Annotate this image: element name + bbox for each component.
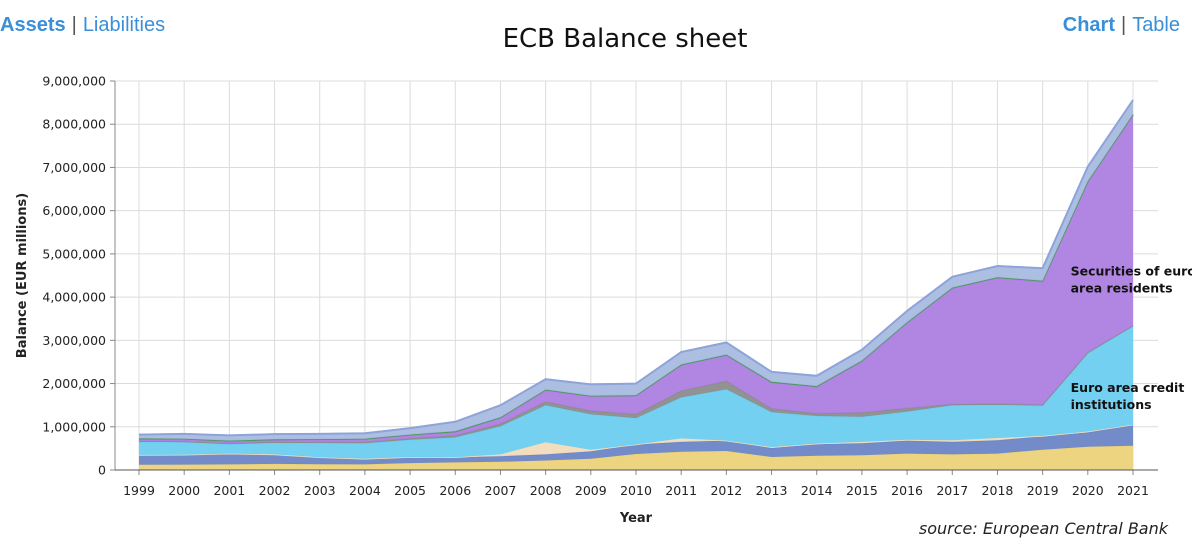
y-tick-label: 5,000,000: [42, 246, 106, 261]
annotation-2-line-1: Euro area credit: [1071, 380, 1185, 395]
x-axis-title: Year: [619, 511, 653, 526]
x-tick-label: 2007: [485, 483, 517, 498]
stacked-areas: [138, 99, 1134, 470]
x-tick-label: 2003: [304, 483, 336, 498]
x-tick-label: 2012: [710, 483, 742, 498]
y-tick-label: 8,000,000: [42, 117, 106, 132]
x-tick-label: 2018: [982, 483, 1014, 498]
x-tick-label: 2014: [801, 483, 833, 498]
x-tick-label: 2013: [756, 483, 788, 498]
chart-view-link[interactable]: Chart: [1062, 14, 1115, 36]
area-series-6: [139, 115, 1133, 444]
x-tick-label: 2004: [349, 483, 381, 498]
x-tick-label: 2001: [213, 483, 245, 498]
table-view-link[interactable]: Table: [1132, 14, 1180, 36]
nav-separator: |: [71, 14, 77, 36]
y-tick-label: 2,000,000: [42, 376, 106, 391]
x-tick-label: 2020: [1072, 483, 1104, 498]
axes: 0 1,000,000 2,000,000 3,000,000 4,000,000 5,0…: [42, 74, 1158, 498]
x-tick-label: 2008: [530, 483, 562, 498]
y-tick-label: 3,000,000: [42, 333, 106, 348]
x-tick-label: 2000: [168, 483, 200, 498]
y-tick-label: 7,000,000: [42, 160, 106, 175]
chart-title: ECB Balance sheet: [502, 24, 748, 54]
source-note: source: European Central Bank: [918, 519, 1168, 538]
x-tick-label: 1999: [123, 483, 155, 498]
assets-link[interactable]: Assets: [0, 14, 66, 36]
x-tick-label: 2011: [665, 483, 697, 498]
liabilities-link[interactable]: Liabilities: [82, 14, 166, 36]
x-tick-label: 2002: [259, 483, 291, 498]
view-separator: |: [1120, 14, 1127, 36]
annotations: Securities of euro area residents Euro are…: [1071, 264, 1192, 413]
total-outline: [138, 99, 1134, 437]
x-tick-label: 2005: [394, 483, 426, 498]
x-tick-label: 2009: [575, 483, 607, 498]
annotation-1-line-1: Securities of euro: [1071, 264, 1192, 279]
area-series-4: [139, 326, 1133, 459]
annotation-2-line-2: institutions: [1071, 397, 1152, 412]
x-tick-label: 2016: [891, 483, 923, 498]
x-tick-label: 2010: [620, 483, 652, 498]
x-tick-label: 2006: [439, 483, 471, 498]
y-axis-title: Balance (EUR millions): [15, 193, 30, 358]
y-tick-label: 4,000,000: [42, 290, 106, 305]
x-tick-label: 2019: [1027, 483, 1059, 498]
y-tick-label: 9,000,000: [42, 74, 106, 89]
x-tick-label: 2015: [846, 483, 878, 498]
x-tick-label: 2017: [936, 483, 968, 498]
y-tick-label: 1,000,000: [42, 419, 106, 434]
view-switch: Chart | Table: [1063, 14, 1180, 37]
y-tick-label: 6,000,000: [42, 203, 106, 218]
x-tick-label: 2021: [1117, 483, 1149, 498]
y-tick-label: 0: [98, 463, 106, 478]
annotation-1-line-2: area residents: [1071, 281, 1173, 296]
asset-side-switch: Assets | Liabilities: [0, 14, 165, 37]
